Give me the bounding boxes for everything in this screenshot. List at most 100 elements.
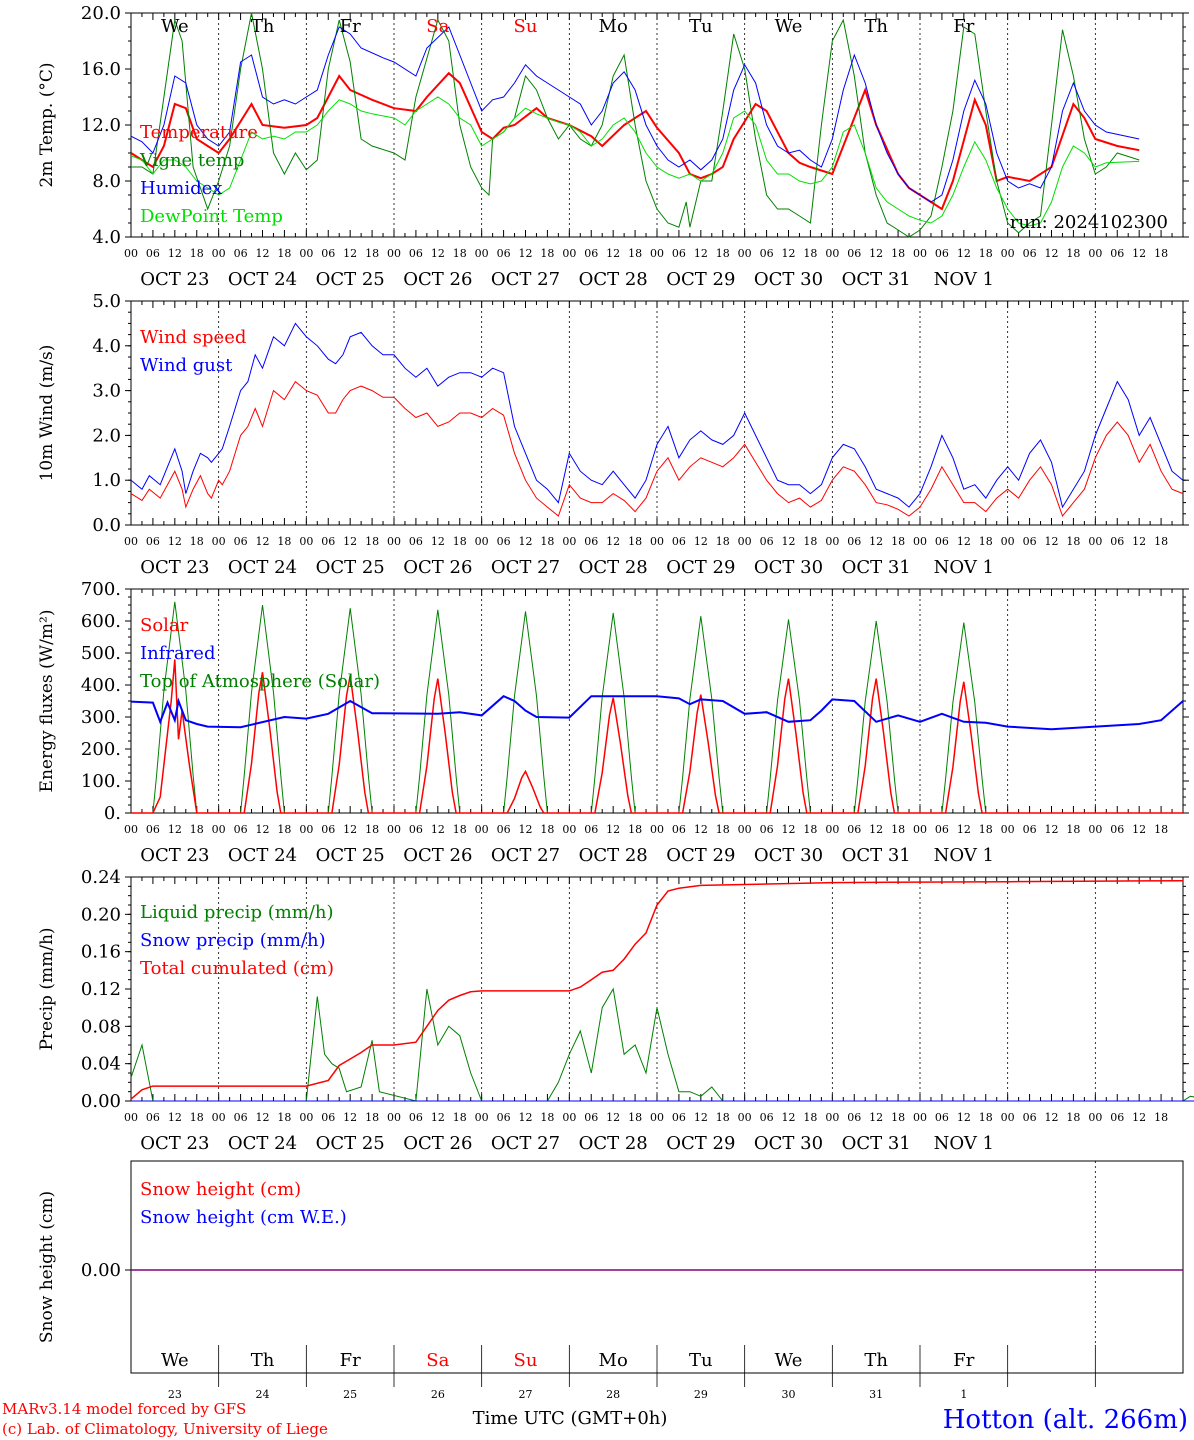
hour-label: 12 xyxy=(606,535,620,548)
series-line xyxy=(131,12,1140,238)
y-tick-label: 2.0 xyxy=(92,425,121,446)
hour-label: 00 xyxy=(738,1111,752,1124)
hour-label: 06 xyxy=(234,823,248,836)
hour-label: 18 xyxy=(277,535,291,548)
legend-entry: Infrared xyxy=(140,643,215,664)
weekday-label: Th xyxy=(864,1350,888,1371)
date-label: OCT 29 xyxy=(666,269,735,290)
hour-label: 00 xyxy=(124,247,138,260)
hour-label: 06 xyxy=(760,823,774,836)
hour-label: 12 xyxy=(431,1111,445,1124)
date-label: OCT 24 xyxy=(228,269,297,290)
series-line xyxy=(130,380,1184,518)
series-line xyxy=(130,879,1184,1100)
hour-label: 18 xyxy=(891,1111,905,1124)
hour-label: 18 xyxy=(365,535,379,548)
hour-label: 06 xyxy=(146,823,160,836)
hour-label: 06 xyxy=(584,1111,598,1124)
legend-entry: Wind speed xyxy=(140,327,246,348)
y-axis-label: 10m Wind (m/s) xyxy=(37,345,57,482)
hour-label: 00 xyxy=(124,535,138,548)
weekday-label: Sa xyxy=(426,1350,449,1371)
date-label: OCT 23 xyxy=(140,845,209,866)
day-number: 25 xyxy=(343,1388,357,1401)
hour-label: 06 xyxy=(497,535,511,548)
date-label: OCT 28 xyxy=(579,269,648,290)
hour-label: 12 xyxy=(519,823,533,836)
hour-label: 12 xyxy=(694,1111,708,1124)
date-label: OCT 24 xyxy=(228,845,297,866)
hour-label: 18 xyxy=(365,247,379,260)
hour-label: 12 xyxy=(343,823,357,836)
hour-label: 12 xyxy=(957,535,971,548)
hour-label: 12 xyxy=(256,823,270,836)
y-tick-label: 0.16 xyxy=(81,942,121,963)
hour-label: 06 xyxy=(1023,823,1037,836)
hour-label: 06 xyxy=(409,1111,423,1124)
weekday-label: Fr xyxy=(953,16,974,37)
hour-label: 00 xyxy=(299,823,313,836)
day-number: 28 xyxy=(606,1388,620,1401)
hour-label: 12 xyxy=(1045,823,1059,836)
hour-label: 12 xyxy=(606,1111,620,1124)
legend-entry: DewPoint Temp xyxy=(140,206,283,227)
hour-label: 06 xyxy=(146,247,160,260)
hour-label: 00 xyxy=(825,247,839,260)
hour-label: 18 xyxy=(1066,1111,1080,1124)
hour-label: 12 xyxy=(957,1111,971,1124)
hour-label: 18 xyxy=(1066,247,1080,260)
hour-label: 12 xyxy=(519,247,533,260)
hour-label: 00 xyxy=(387,535,401,548)
day-number: 27 xyxy=(519,1388,533,1401)
hour-label: 18 xyxy=(891,823,905,836)
y-tick-label: 0.00 xyxy=(81,1260,121,1281)
hour-label: 12 xyxy=(519,1111,533,1124)
hour-label: 18 xyxy=(1066,535,1080,548)
date-label: OCT 31 xyxy=(842,1133,911,1154)
y-axis-label: Energy fluxes (W/m²) xyxy=(37,610,57,793)
hour-label: 00 xyxy=(738,823,752,836)
hour-label: 18 xyxy=(1154,1111,1168,1124)
y-tick-label: 1.0 xyxy=(92,470,121,491)
hour-label: 06 xyxy=(1110,535,1124,548)
hour-label: 18 xyxy=(190,1111,204,1124)
day-number: 26 xyxy=(431,1388,445,1401)
hour-label: 18 xyxy=(628,823,642,836)
hour-label: 06 xyxy=(760,247,774,260)
hour-label: 12 xyxy=(1045,1111,1059,1124)
hour-label: 06 xyxy=(234,247,248,260)
hour-label: 18 xyxy=(277,823,291,836)
hour-label: 06 xyxy=(672,535,686,548)
hour-label: 06 xyxy=(935,535,949,548)
legend-entry: Total cumulated (cm) xyxy=(140,958,334,979)
hour-label: 06 xyxy=(409,247,423,260)
hour-label: 18 xyxy=(716,247,730,260)
date-label: OCT 23 xyxy=(140,1133,209,1154)
hour-label: 12 xyxy=(606,823,620,836)
date-label: OCT 25 xyxy=(316,557,385,578)
hour-label: 06 xyxy=(847,247,861,260)
y-tick-label: 300. xyxy=(81,707,121,728)
legend-entry: Top of Atmosphere (Solar) xyxy=(140,671,380,692)
hour-label: 18 xyxy=(540,1111,554,1124)
hour-label: 00 xyxy=(1088,535,1102,548)
weekday-label: Mo xyxy=(599,16,628,37)
date-label: OCT 26 xyxy=(403,269,472,290)
hour-label: 00 xyxy=(124,1111,138,1124)
hour-label: 12 xyxy=(782,535,796,548)
hour-label: 18 xyxy=(540,823,554,836)
hour-label: 12 xyxy=(256,247,270,260)
hour-label: 18 xyxy=(453,1111,467,1124)
legend-entry: Snow height (cm) xyxy=(140,1179,301,1200)
legend-entry: Vigne temp xyxy=(139,150,244,171)
legend-entry: Solar xyxy=(140,615,189,636)
day-number: 24 xyxy=(256,1388,270,1401)
date-label: OCT 23 xyxy=(140,557,209,578)
hour-label: 00 xyxy=(650,1111,664,1124)
hour-label: 00 xyxy=(738,247,752,260)
hour-label: 12 xyxy=(957,247,971,260)
hour-label: 12 xyxy=(168,247,182,260)
date-label: OCT 30 xyxy=(754,557,823,578)
y-tick-label: 400. xyxy=(81,675,121,696)
hour-label: 06 xyxy=(497,823,511,836)
